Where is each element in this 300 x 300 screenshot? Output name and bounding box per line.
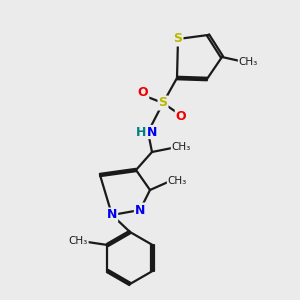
Text: CH₃: CH₃ (69, 236, 88, 246)
Text: N: N (135, 203, 145, 217)
Text: N: N (147, 125, 157, 139)
Text: S: S (173, 32, 182, 46)
Text: CH₃: CH₃ (167, 176, 187, 186)
Text: CH₃: CH₃ (238, 57, 258, 67)
Text: O: O (176, 110, 186, 124)
Text: H: H (136, 125, 146, 139)
Text: O: O (138, 86, 148, 100)
Text: N: N (107, 208, 117, 221)
Text: S: S (158, 97, 167, 110)
Text: CH₃: CH₃ (171, 142, 190, 152)
